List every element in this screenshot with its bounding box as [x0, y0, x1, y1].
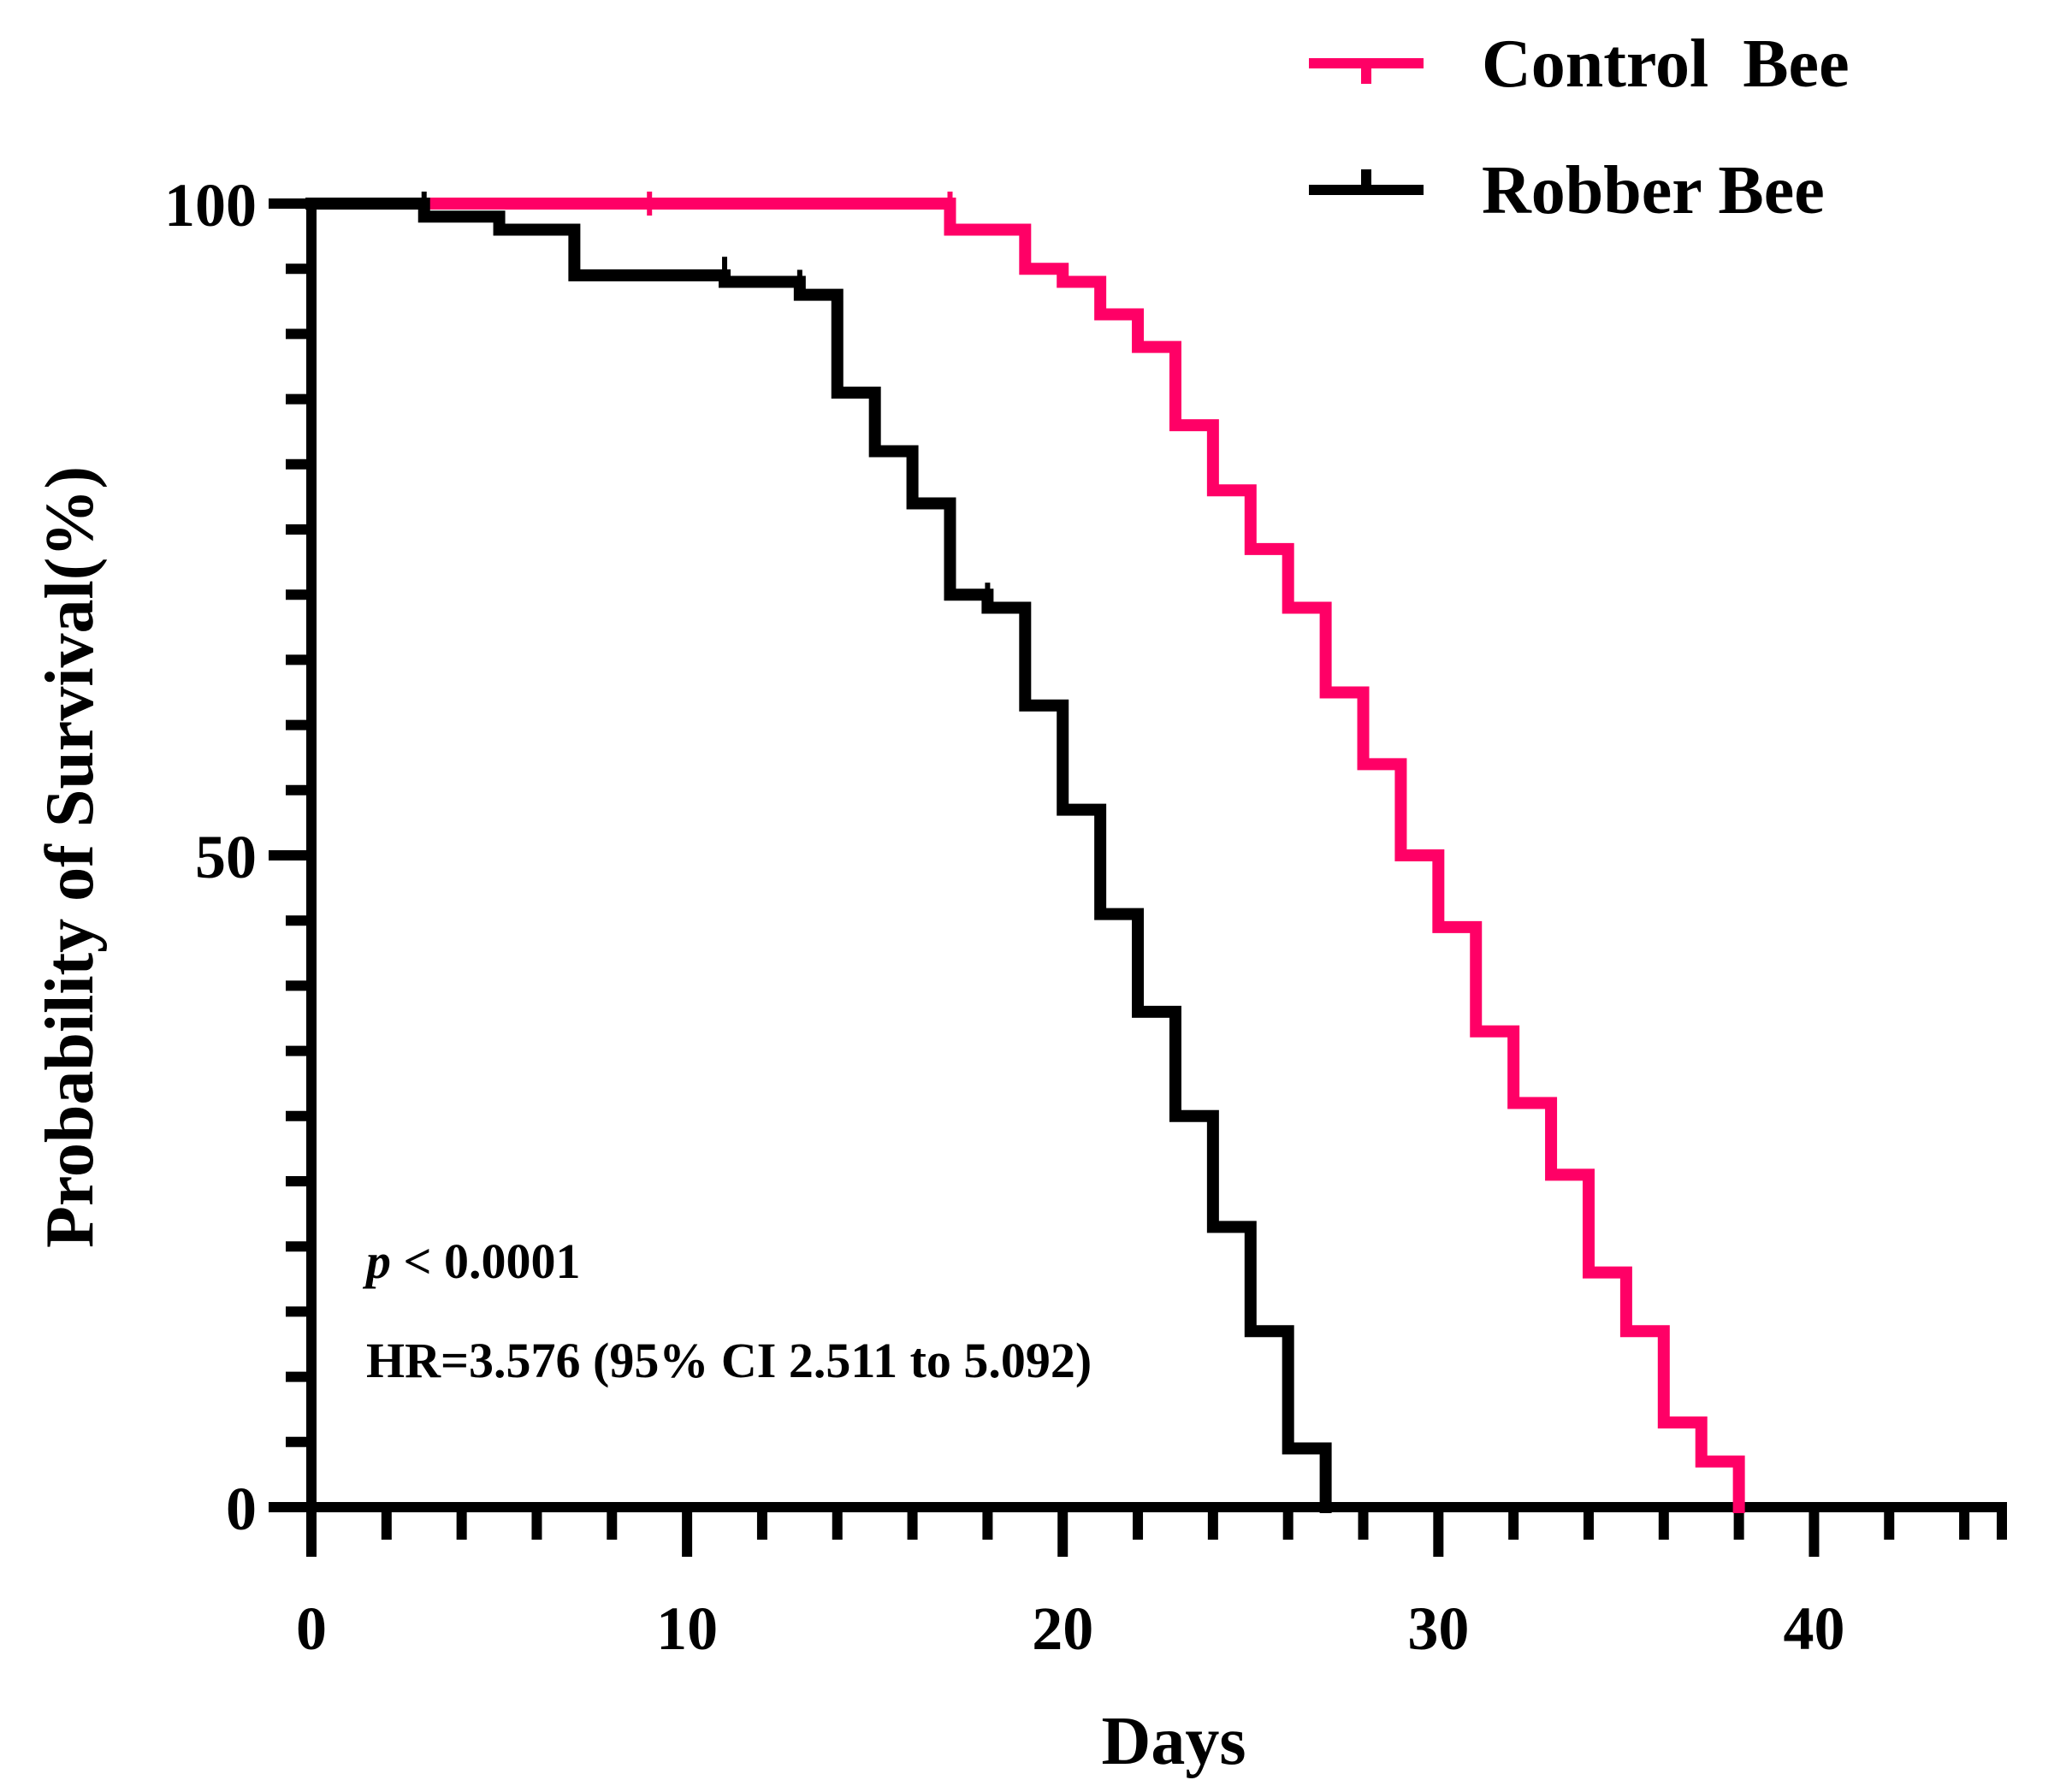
legend-item-robber-bee: Robber Bee	[1309, 153, 1825, 228]
series-0	[305, 192, 1745, 1513]
x-tick-label: 40	[1783, 1594, 1844, 1663]
x-tick-label: 0	[296, 1594, 327, 1663]
series-1	[305, 192, 1332, 1513]
p-symbol: p	[362, 1233, 391, 1289]
x-tick-label: 20	[1032, 1594, 1093, 1663]
series-group	[305, 192, 1745, 1513]
p-value-annotation: p < 0.0001	[362, 1233, 581, 1289]
hazard-ratio-annotation: HR=3.576 (95% CI 2.511 to 5.092)	[366, 1333, 1092, 1388]
legend-item-control-bee: Control Bee	[1309, 27, 1850, 102]
survival-curve-control-bee	[305, 198, 1745, 1513]
x-tick-label: 10	[656, 1594, 718, 1663]
legend-label-robber-bee: Robber Bee	[1482, 153, 1825, 228]
legend-label-control-bee: Control Bee	[1482, 27, 1850, 102]
legend: Control Bee Robber Bee	[1309, 27, 1850, 228]
y-axis-title: Probability of Survival(%)	[33, 466, 108, 1248]
y-tick-label: 0	[226, 1475, 257, 1543]
y-ticks-group: 0 50 100	[164, 171, 311, 1543]
x-tick-label: 30	[1407, 1594, 1469, 1663]
p-value-text: < 0.0001	[391, 1233, 581, 1289]
axes-group: 0 10 20 30 40 0 50 100	[164, 171, 2007, 1663]
x-axis-title: Days	[1102, 1704, 1246, 1779]
y-tick-label: 50	[195, 823, 257, 891]
x-ticks-group: 0 10 20 30 40	[296, 1507, 2007, 1663]
y-tick-label: 100	[164, 171, 257, 240]
